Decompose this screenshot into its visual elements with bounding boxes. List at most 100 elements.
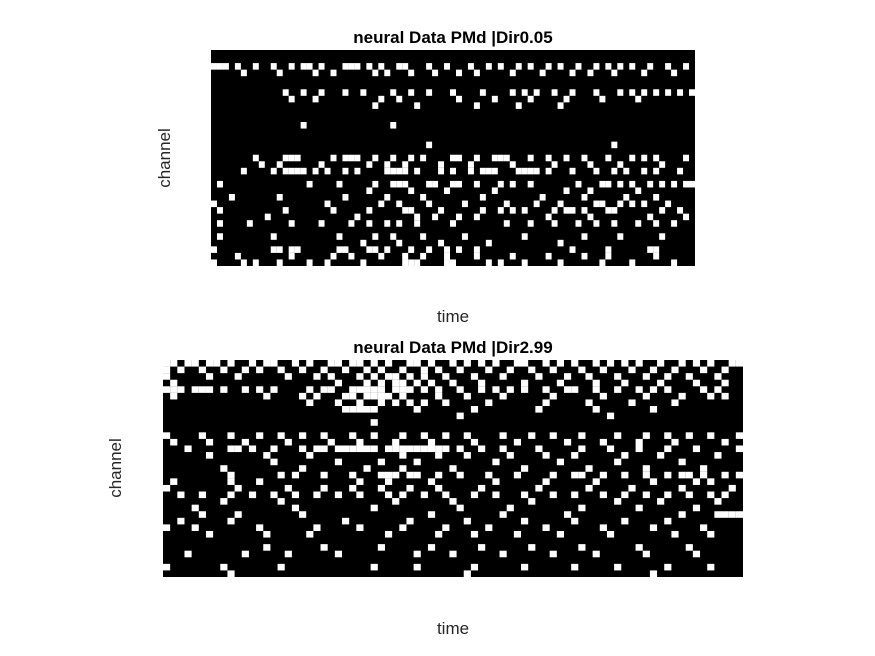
spike-mark [216,180,223,188]
spike-mark [599,259,606,266]
spike-mark [227,360,235,367]
spike-mark [605,63,612,70]
spike-mark [707,563,715,571]
spike-mark [356,373,364,380]
spike-mark [664,386,672,393]
spike-mark [442,373,450,380]
spike-mark [479,89,486,96]
spike-mark [270,386,278,393]
spike-mark [621,360,629,367]
spike-mark [467,167,474,175]
spike-mark [659,233,666,240]
spike-mark [363,379,371,387]
spike-mark [211,63,217,70]
spike-mark [470,373,479,380]
spike-mark [327,373,335,380]
spike-mark [545,213,552,221]
spike-mark [413,379,421,387]
spike-mark [649,524,658,531]
spike-mark [442,399,450,407]
spike-mark [528,544,536,551]
spike-mark [234,63,241,70]
spike-mark [370,360,378,367]
spike-mark [426,63,433,70]
spike-mark [527,220,534,227]
spike-mark [599,366,607,374]
spike-mark [396,63,403,70]
spike-mark [700,386,708,393]
spike-mark [450,89,456,96]
spike-mark [614,432,622,439]
spike-mark [649,386,658,393]
spike-mark [435,392,443,400]
spike-mark [578,445,586,453]
spike-mark [671,366,679,374]
spike-mark [427,360,436,367]
spike-mark [479,207,486,214]
spike-mark [499,432,507,439]
spike-mark [556,458,564,466]
spike-mark [420,386,428,393]
spike-mark [470,530,479,538]
spike-mark [392,399,400,407]
spike-mark [491,187,498,194]
spike-mark [177,517,185,525]
spike-mark [617,233,624,240]
spike-mark [707,530,715,538]
spike-mark [599,471,607,479]
spike-mark [456,471,464,479]
spike-mark [241,386,249,393]
spike-mark [299,465,307,472]
spike-mark [539,194,546,201]
spike-mark [334,399,343,407]
spike-mark [240,259,247,266]
spike-mark [593,220,600,227]
spike-mark [384,530,393,538]
spike-mark [473,154,480,162]
spike-mark [605,252,612,260]
spike-mark [528,498,536,505]
spike-mark [334,445,343,453]
spike-mark [611,69,618,77]
spike-mark [372,233,379,240]
spike-mark [396,167,403,175]
spike-mark [535,445,543,453]
spike-mark [378,252,385,260]
spike-mark [170,386,178,393]
spike-mark [378,95,385,103]
spike-mark [578,366,586,374]
spike-mark [485,63,492,70]
spike-mark [721,438,729,446]
spike-mark [312,95,319,103]
spike-mark [420,366,428,374]
spike-mark [506,452,514,459]
spike-mark [606,412,615,420]
spike-mark [299,445,307,453]
spike-mark [707,478,715,485]
spike-mark [330,69,337,77]
spike-mark [384,445,393,453]
spike-mark [599,95,606,103]
spike-mark [300,63,307,70]
spike-mark [282,154,289,162]
spike-mark [234,511,242,518]
spike-mark [306,530,314,538]
spike-mark [427,478,436,485]
spike-mark [291,360,300,367]
spike-mark [227,478,235,485]
spike-mark [621,452,629,459]
spike-mark [356,478,364,485]
spike-mark [349,386,357,393]
spike-mark [685,544,693,551]
spike-mark [449,550,457,558]
spike-mark [435,386,443,393]
spike-mark [234,252,241,260]
spike-mark [647,213,654,221]
spike-mark [320,471,328,479]
spike-mark [450,259,456,266]
spike-mark [288,220,295,227]
spike-mark [320,484,328,492]
spike-mark [392,379,400,387]
spike-mark [664,432,672,439]
spike-mark [184,360,192,367]
